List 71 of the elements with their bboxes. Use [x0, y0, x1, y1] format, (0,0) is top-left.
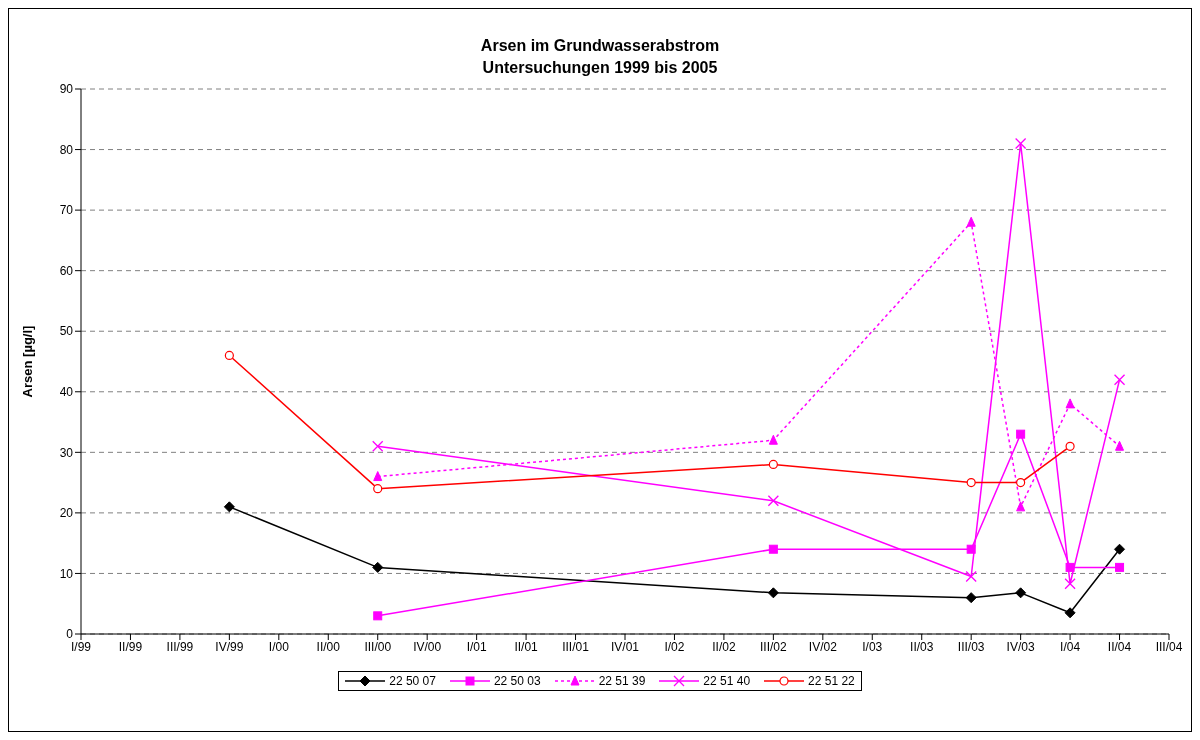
- y-tick-label: 0: [66, 627, 74, 642]
- y-tick-label: 50: [59, 324, 74, 339]
- point: [768, 544, 778, 554]
- legend-label: 22 50 03: [493, 674, 541, 688]
- chart-title: Arsen im Grundwasserabstrom Untersuchungen 1999 bis 2005: [479, 36, 721, 78]
- y-tick-label: 10: [59, 566, 74, 581]
- x-tick-label: I/02: [664, 639, 685, 654]
- x-tick-label: II/01: [514, 639, 539, 654]
- x-tick-label: I/00: [268, 639, 290, 654]
- point: [373, 484, 383, 494]
- y-axis-title: Arsen [µg/l]: [19, 325, 35, 398]
- point: [1065, 398, 1075, 409]
- x-tick-label: II/99: [118, 639, 143, 654]
- point: [1016, 429, 1026, 439]
- y-tick-label: 20: [59, 506, 74, 521]
- x-tick-label: I/01: [466, 639, 487, 654]
- point: [1115, 562, 1125, 572]
- x-tick-label: I/04: [1060, 639, 1081, 654]
- x-tick-label: II/03: [910, 639, 934, 654]
- x-tick-label: III/04: [1155, 639, 1183, 654]
- legend-label: 22 51 22: [808, 674, 855, 688]
- point: [373, 471, 383, 482]
- x-tick-label: IV/01: [610, 639, 640, 654]
- legend-label: 22 51 39: [598, 674, 646, 688]
- point: [373, 611, 383, 621]
- point: [1014, 137, 1027, 150]
- x-tick-label: III/00: [364, 639, 392, 654]
- legend-label: 22 50 07: [389, 674, 436, 688]
- point: [1065, 562, 1075, 572]
- point: [768, 434, 778, 445]
- point: [372, 440, 384, 452]
- point: [767, 495, 780, 507]
- point: [966, 544, 976, 554]
- x-tick-label: I/03: [862, 639, 883, 654]
- point: [1065, 441, 1075, 451]
- y-tick-label: 60: [59, 263, 74, 278]
- point: [223, 501, 235, 513]
- x-tick-label: III/03: [957, 639, 985, 654]
- point: [1064, 607, 1076, 619]
- point: [767, 587, 779, 599]
- point: [372, 561, 384, 573]
- point: [965, 570, 977, 583]
- point: [1114, 543, 1126, 555]
- x-tick-label: III/01: [562, 639, 590, 654]
- y-tick-label: 30: [59, 445, 74, 460]
- legend-label: 22 51 40: [703, 674, 751, 688]
- point: [1015, 587, 1027, 599]
- x-tick-label: I/99: [70, 639, 92, 654]
- x-tick-label: IV/00: [413, 639, 442, 654]
- point: [1016, 501, 1026, 512]
- x-tick-label: II/00: [316, 639, 341, 654]
- y-tick-label: 80: [59, 142, 74, 157]
- x-tick-label: III/99: [166, 639, 194, 654]
- point: [1113, 374, 1126, 386]
- y-tick-label: 40: [59, 385, 74, 400]
- x-tick-label: IV/99: [215, 639, 244, 654]
- point: [1064, 578, 1076, 590]
- x-tick-label: II/02: [712, 639, 736, 654]
- point: [966, 478, 976, 488]
- point: [1016, 478, 1026, 488]
- point: [965, 592, 977, 604]
- point: [768, 459, 778, 470]
- x-tick-label: IV/03: [1006, 639, 1035, 654]
- point: [966, 216, 976, 227]
- x-tick-label: IV/02: [808, 639, 838, 654]
- x-tick-label: II/04: [1107, 639, 1132, 654]
- x-tick-label: III/02: [760, 639, 788, 654]
- point: [1115, 440, 1125, 451]
- point: [224, 350, 234, 361]
- y-tick-label: 90: [59, 82, 74, 97]
- y-tick-label: 70: [59, 203, 74, 218]
